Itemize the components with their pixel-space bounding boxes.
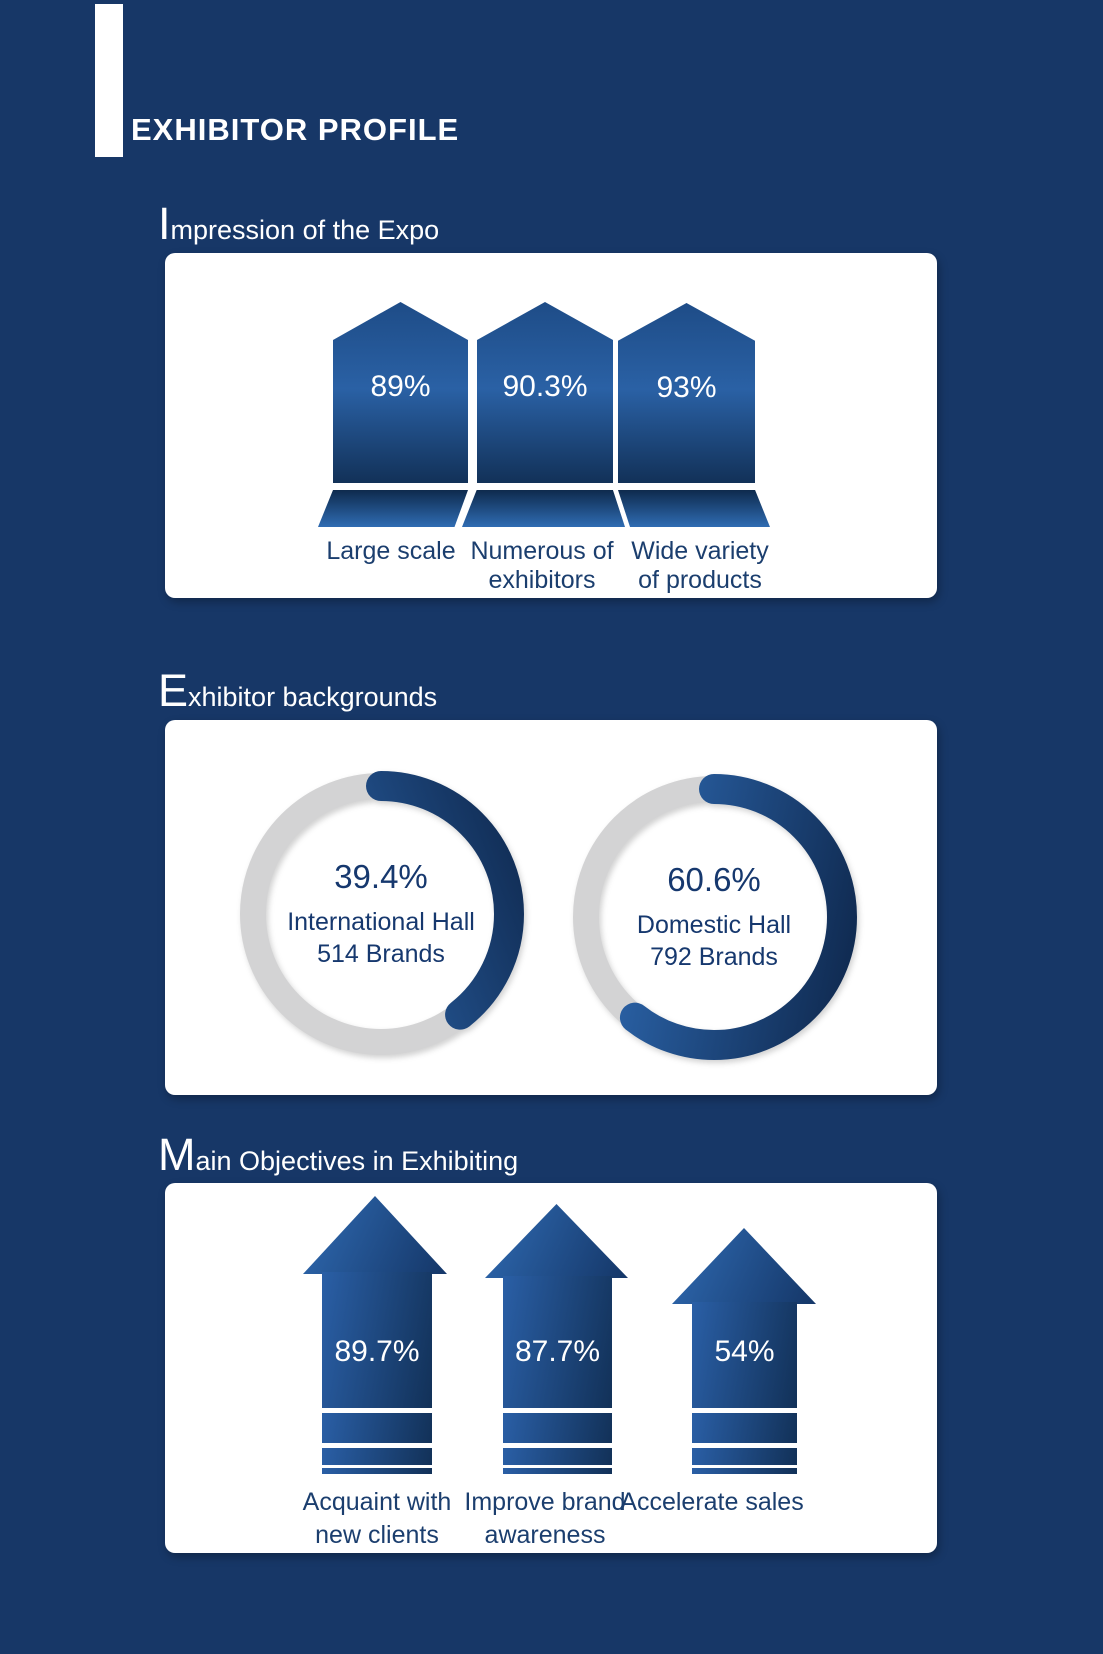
up-arrow-icon (485, 1204, 628, 1278)
value-label: 54% (714, 1335, 775, 1368)
donut-center-text: 39.4% International Hall 514 Brands (231, 764, 531, 1064)
house-pictogram: 93% (618, 303, 755, 483)
backgrounds-card: 39.4% International Hall 514 Brands 60.6… (165, 720, 937, 1095)
section-heading-objectives: Main Objectives in Exhibiting (158, 1132, 518, 1177)
arrow-segment (503, 1448, 612, 1465)
house-base-shadow (318, 490, 468, 527)
up-arrow-icon (672, 1228, 816, 1304)
value-label: 90.3% (502, 370, 588, 403)
page-title: EXHIBITOR PROFILE (131, 112, 460, 147)
heading-initial: M (158, 1129, 196, 1180)
donut-arc (571, 774, 857, 1060)
value-label: 93% (656, 371, 717, 404)
arrow-shaft (503, 1276, 612, 1408)
donut-center-text: 60.6% Domestic Hall 792 Brands (564, 767, 864, 1067)
category-label: Wide variety of products (631, 537, 769, 594)
value-label: 87.7% (514, 1335, 601, 1368)
arrow-segment (503, 1468, 612, 1474)
category-label: Large scale (326, 537, 456, 565)
arrow-segment (322, 1448, 432, 1465)
donut-label: Domestic Hall (636, 911, 792, 939)
house-pictogram: 89% (333, 302, 468, 483)
house-pictogram: 90.3% (477, 302, 613, 483)
heading-text: mpression of the Expo (170, 215, 440, 245)
arrow-segment (322, 1468, 432, 1474)
arrow-segment (692, 1413, 797, 1443)
arrow-segment (322, 1413, 432, 1443)
heading-initial: I (158, 198, 171, 249)
arrow-shaft (322, 1272, 432, 1408)
section-heading-impression: Impression of the Expo (158, 201, 439, 246)
heading-initial: E (158, 665, 189, 716)
heading-text: ain Objectives in Exhibiting (195, 1146, 519, 1176)
donut-percentage: 39.4% (334, 858, 428, 895)
arrow-segment (692, 1468, 797, 1474)
category-label: Accelerate sales (620, 1488, 804, 1516)
section-heading-backgrounds: Exhibitor backgrounds (158, 668, 437, 713)
impression-card: 89% 90.3% 93% Large scale Numerous of ex… (165, 253, 937, 598)
title-accent-bar (95, 4, 123, 157)
house-base-shadow (618, 490, 770, 527)
category-label: Acquaint with new clients (302, 1488, 452, 1549)
donut-arc (238, 771, 524, 1057)
donut-label: International Hall (287, 908, 475, 936)
arrow-segment (692, 1448, 797, 1465)
up-arrow-icon (303, 1196, 447, 1274)
donut-sublabel: 792 Brands (650, 943, 778, 971)
objectives-card: 89.7% 87.7% 54% Acquaint with new client… (165, 1183, 937, 1553)
category-label: Numerous of exhibitors (470, 537, 614, 594)
donut-sublabel: 514 Brands (317, 940, 445, 968)
house-base-shadow (462, 490, 625, 527)
value-label: 89.7% (334, 1335, 420, 1368)
heading-text: xhibitor backgrounds (188, 682, 438, 712)
value-label: 89% (370, 370, 431, 403)
donut-chart-international (238, 771, 524, 1057)
category-label: Improve brand awareness (464, 1488, 626, 1549)
donut-percentage: 60.6% (667, 861, 761, 898)
arrow-shaft (692, 1302, 797, 1408)
arrow-segment (503, 1413, 612, 1443)
donut-chart-domestic (571, 774, 857, 1060)
